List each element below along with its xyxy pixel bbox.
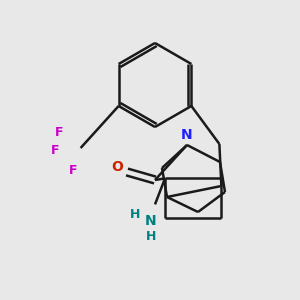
Text: H: H	[146, 230, 156, 243]
Text: N: N	[145, 214, 157, 228]
Text: F: F	[50, 143, 59, 157]
Text: F: F	[68, 164, 77, 176]
Text: O: O	[111, 160, 123, 174]
Text: H: H	[130, 208, 140, 221]
Text: N: N	[181, 128, 193, 142]
Text: F: F	[54, 125, 63, 139]
